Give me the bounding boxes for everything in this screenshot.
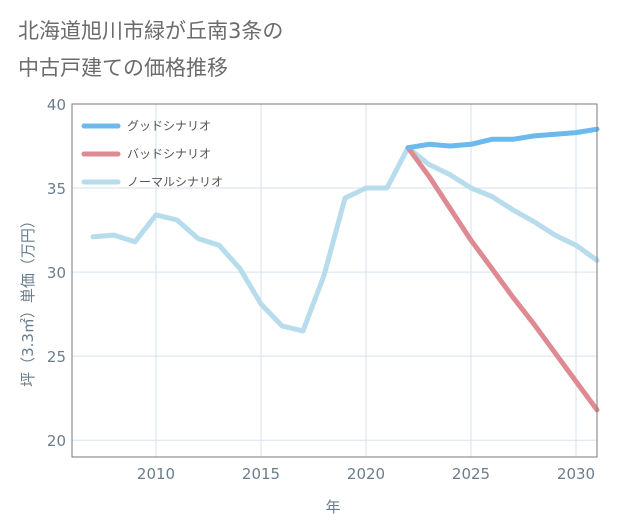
x-tick-label: 2030 [557,465,595,483]
y-tick-label: 40 [47,96,66,114]
y-tick-label: 30 [47,264,66,282]
x-tick-label: 2020 [347,465,385,483]
series-line-bad [405,145,600,413]
chart-title-line-1: 北海道旭川市緑が丘南3条の [18,19,283,43]
chart-title-line-2: 中古戸建ての価格推移 [18,56,228,80]
legend-label-normal: ノーマルシナリオ [127,175,223,189]
legend-label-bad: バッドシナリオ [127,147,211,161]
y-tick-label: 20 [47,432,66,450]
y-tick-label: 25 [47,348,66,366]
x-tick-label: 2015 [242,465,280,483]
legend-label-good: グッドシナリオ [127,119,211,133]
series-line-good [405,126,600,151]
y-tick-label: 35 [47,180,66,198]
y-axis-label: 坪（3.3㎡）単価（万円） [19,213,37,387]
x-tick-label: 2010 [137,465,175,483]
series-lines [90,126,600,413]
x-axis-label: 年 [325,498,340,516]
plot-frame [71,103,598,458]
x-tick-label: 2025 [452,465,490,483]
series-line-normal [90,145,600,334]
